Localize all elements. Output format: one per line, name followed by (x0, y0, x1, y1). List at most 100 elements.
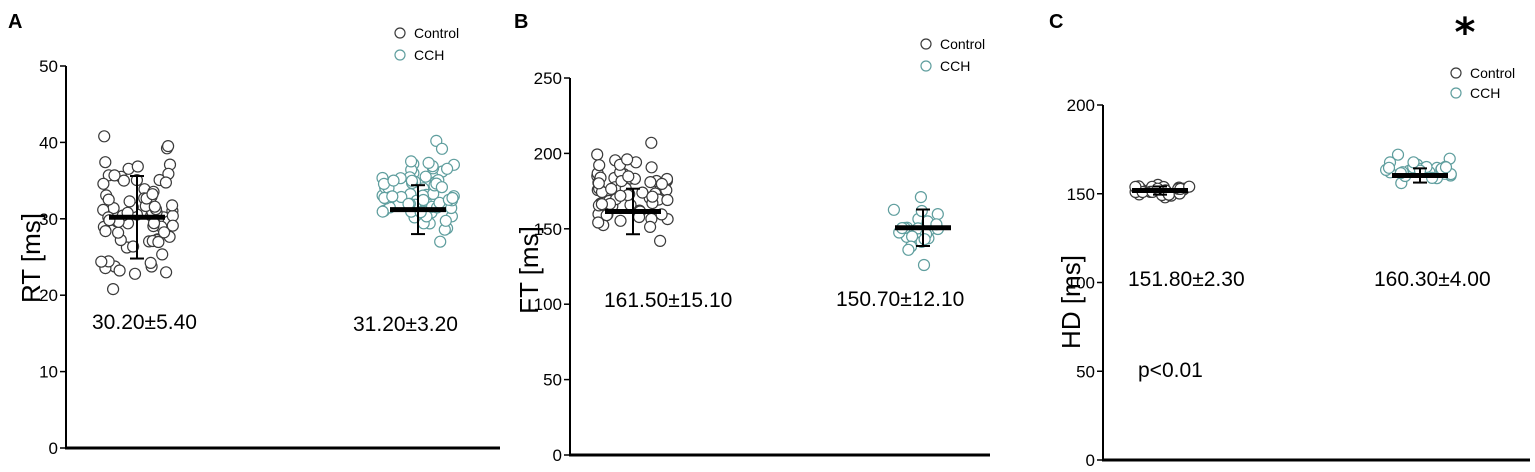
panel-b: B 0 50 100 150 200 250 FT [ms] 161.50±15.10 150.7… (514, 11, 990, 465)
data-point (645, 136, 658, 149)
legend-label-control: Control (1470, 65, 1515, 81)
stat-label-cch: 31.20±3.20 (353, 313, 458, 336)
panel-letter: B (514, 11, 528, 33)
stat-label-control: 151.80±2.30 (1128, 268, 1245, 291)
y-tick-label: 0 (1086, 451, 1095, 470)
y-tick-label: 150 (534, 220, 562, 239)
data-point (98, 130, 111, 143)
legend-label-cch: CCH (414, 47, 444, 63)
data-point (931, 208, 944, 221)
data-point (655, 177, 669, 190)
panel-letter: A (8, 11, 22, 33)
stat-label-control: 161.50±15.10 (604, 289, 732, 312)
y-tick-label: 0 (49, 439, 58, 458)
data-point (1407, 156, 1420, 169)
data-point (131, 160, 144, 173)
data-point (99, 156, 112, 169)
data-point (162, 140, 175, 153)
p-value-label: p<0.01 (1138, 359, 1203, 382)
y-tick-label: 100 (1067, 274, 1095, 293)
data-point (592, 216, 605, 229)
data-point (1439, 161, 1453, 174)
panel-letter: C (1049, 11, 1063, 33)
y-tick-label: 200 (534, 144, 562, 163)
data-point (422, 156, 435, 169)
y-tick-label: 20 (39, 286, 58, 305)
data-point (111, 226, 125, 239)
data-point (605, 182, 618, 195)
legend-marker-control (920, 38, 932, 50)
y-tick-label: 0 (553, 446, 562, 465)
data-point (156, 248, 169, 261)
legend-marker-cch (394, 49, 406, 61)
data-point (614, 214, 627, 227)
data-point (614, 189, 627, 202)
data-point (595, 198, 609, 211)
y-tick-label: 10 (39, 363, 58, 382)
panel-c: C 0 50 100 150 200 HD [ms] 151.80±2.30 160.30±4.… (1049, 10, 1530, 470)
legend: Control CCH (1450, 65, 1515, 101)
data-point (108, 169, 121, 182)
y-tick-label: 50 (543, 371, 562, 390)
y-axis-title: HD [ms] (1056, 255, 1086, 349)
data-point (419, 170, 432, 183)
y-axis-title: FT [ms] (514, 226, 544, 314)
data-point (653, 234, 667, 247)
data-point (166, 199, 179, 212)
data-point (593, 159, 606, 172)
y-tick-label: 50 (1076, 362, 1095, 381)
y-tick-label: 250 (534, 69, 562, 88)
data-point (917, 258, 931, 272)
data-point (441, 162, 454, 175)
legend-marker-control (1450, 67, 1462, 79)
data-point (643, 220, 657, 233)
points-control (591, 136, 674, 247)
data-point (439, 214, 452, 227)
data-point (644, 176, 657, 189)
data-point (887, 203, 901, 216)
data-point (1391, 148, 1405, 161)
y-tick-label: 40 (39, 133, 58, 152)
data-point (160, 266, 173, 279)
data-point (417, 193, 430, 207)
data-point (127, 240, 140, 253)
data-point (152, 235, 165, 249)
data-point (158, 226, 171, 239)
data-point (128, 267, 142, 280)
data-point (434, 235, 447, 248)
y-tick-label: 50 (39, 57, 58, 76)
data-point (376, 205, 389, 218)
y-tick-label: 200 (1067, 96, 1095, 115)
data-point (622, 170, 635, 183)
data-point (645, 161, 658, 174)
data-point (620, 153, 634, 166)
legend-label-cch: CCH (1470, 85, 1500, 101)
data-point (902, 243, 915, 256)
points-cch (887, 191, 945, 272)
stat-label-cch: 160.30±4.00 (1374, 268, 1491, 291)
legend-label-control: Control (414, 25, 459, 41)
data-point (117, 174, 131, 187)
data-point (387, 174, 400, 187)
legend-label-control: Control (940, 36, 985, 52)
stat-label-cch: 150.70±12.10 (836, 288, 964, 311)
panel-a: A 0 10 20 30 40 50 RT [ms] 30.20±5.40 31.20±3.20 C… (8, 11, 500, 458)
data-point (97, 177, 110, 190)
data-point (914, 191, 928, 204)
y-tick-label: 30 (39, 210, 58, 229)
data-point (113, 264, 126, 277)
data-point (123, 195, 136, 208)
stat-label-control: 30.20±5.40 (92, 311, 197, 334)
data-point (148, 200, 161, 213)
data-point (1382, 161, 1396, 174)
data-point (106, 283, 120, 296)
data-point (405, 155, 418, 168)
data-point (166, 219, 179, 232)
data-point (435, 181, 448, 194)
data-point (661, 193, 674, 207)
legend-label-cch: CCH (940, 58, 970, 74)
legend: Control CCH (394, 25, 459, 63)
data-point (918, 233, 931, 246)
data-point (146, 188, 159, 201)
data-point (592, 177, 605, 190)
